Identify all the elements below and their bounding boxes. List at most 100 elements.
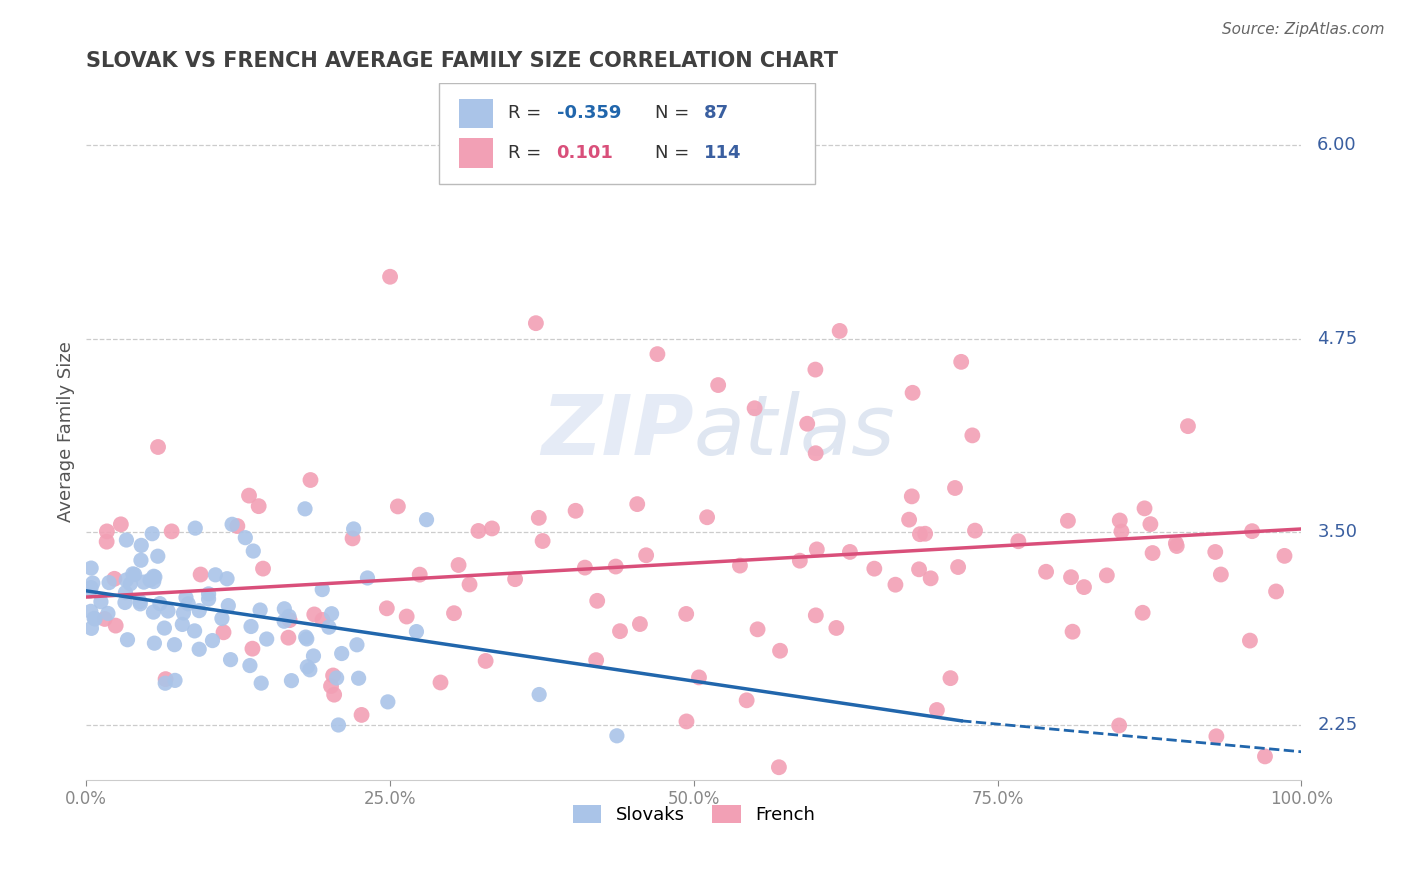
Point — [696, 510, 718, 524]
Point — [149, 597, 172, 611]
Point — [606, 729, 628, 743]
Point — [768, 760, 790, 774]
Point — [242, 544, 264, 558]
Point — [343, 522, 366, 536]
Point — [647, 347, 669, 361]
Point — [409, 567, 432, 582]
Point — [707, 378, 730, 392]
Point — [825, 621, 848, 635]
Point — [1209, 567, 1232, 582]
Point — [806, 542, 828, 557]
Point — [675, 714, 697, 729]
Point — [1177, 419, 1199, 434]
Point — [146, 440, 169, 454]
Point — [294, 501, 316, 516]
Text: 4.75: 4.75 — [1317, 330, 1357, 348]
Point — [863, 562, 886, 576]
Point — [405, 624, 427, 639]
Point — [943, 481, 966, 495]
Point — [609, 624, 631, 639]
Point — [939, 671, 962, 685]
Point — [98, 575, 121, 590]
Point — [212, 625, 235, 640]
Point — [104, 618, 127, 632]
Point — [238, 489, 260, 503]
Point — [527, 688, 550, 702]
Point — [80, 581, 103, 595]
Point — [626, 497, 648, 511]
Point — [190, 567, 212, 582]
Point — [789, 554, 811, 568]
Point — [356, 571, 378, 585]
Point — [325, 671, 347, 685]
Point — [804, 362, 827, 376]
Point — [143, 570, 166, 584]
Point — [908, 562, 931, 576]
Point — [124, 567, 146, 582]
Point — [1108, 718, 1130, 732]
Point — [97, 607, 120, 621]
Point — [294, 630, 316, 644]
Point — [160, 524, 183, 539]
Point — [80, 604, 103, 618]
Point — [247, 499, 270, 513]
Point — [920, 571, 942, 585]
Point — [280, 673, 302, 688]
Point — [628, 617, 651, 632]
Point — [129, 553, 152, 567]
Point — [277, 631, 299, 645]
Point — [1132, 606, 1154, 620]
Point — [1254, 749, 1277, 764]
Point — [110, 517, 132, 532]
Point — [146, 549, 169, 564]
Point — [898, 513, 921, 527]
Text: 6.00: 6.00 — [1317, 136, 1357, 154]
Legend: Slovaks, French: Slovaks, French — [564, 796, 824, 833]
Point — [415, 513, 437, 527]
Point — [142, 605, 165, 619]
Point — [302, 648, 325, 663]
Point — [950, 355, 973, 369]
Point — [311, 613, 333, 627]
Text: 3.50: 3.50 — [1317, 523, 1357, 541]
Point — [1204, 545, 1226, 559]
Point — [82, 576, 104, 591]
Point — [574, 560, 596, 574]
Point — [240, 619, 263, 633]
Point — [120, 576, 142, 591]
Point — [481, 521, 503, 535]
Point — [1133, 501, 1156, 516]
Text: Source: ZipAtlas.com: Source: ZipAtlas.com — [1222, 22, 1385, 37]
Point — [174, 591, 197, 605]
Text: R =: R = — [508, 104, 547, 122]
Point — [155, 676, 177, 690]
Point — [884, 577, 907, 591]
Point — [347, 671, 370, 685]
Point — [769, 644, 792, 658]
Point — [901, 385, 924, 400]
Point — [211, 611, 233, 625]
Point — [1007, 534, 1029, 549]
Point — [96, 524, 118, 539]
Point — [440, 161, 463, 176]
Point — [1139, 517, 1161, 532]
Point — [188, 642, 211, 657]
Point — [375, 601, 398, 615]
Point — [1265, 584, 1288, 599]
Point — [1095, 568, 1118, 582]
Point — [204, 567, 226, 582]
Point — [163, 673, 186, 688]
Point — [117, 632, 139, 647]
Text: 87: 87 — [703, 104, 728, 122]
Point — [350, 707, 373, 722]
Point — [226, 519, 249, 533]
Point — [299, 473, 322, 487]
Text: N =: N = — [655, 144, 695, 162]
Point — [93, 612, 115, 626]
FancyBboxPatch shape — [460, 138, 494, 168]
Point — [319, 679, 342, 693]
FancyBboxPatch shape — [439, 83, 815, 185]
Point — [387, 500, 409, 514]
Point — [524, 316, 547, 330]
Point — [346, 638, 368, 652]
